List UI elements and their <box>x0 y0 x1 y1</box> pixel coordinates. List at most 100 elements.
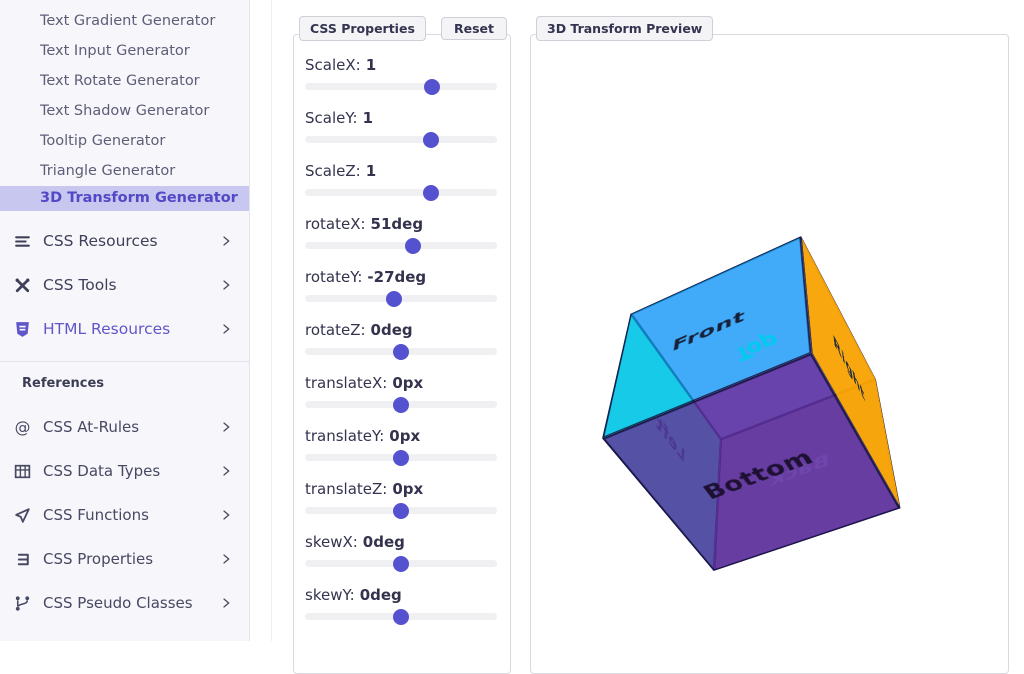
slider-value: 0px <box>389 427 421 445</box>
slider-track[interactable] <box>305 290 497 307</box>
sidebar-item-text-input-generator[interactable]: Text Input Generator <box>40 43 190 59</box>
sidebar-sections: CSS Resources CSS Tools HTML Resources <box>0 219 249 351</box>
sidebar-item-html-resources[interactable]: HTML Resources <box>0 307 249 351</box>
references-heading: References <box>22 376 105 391</box>
slider-value: 51deg <box>370 215 424 233</box>
preview-panel: 3D Transform Preview FrontBackRightLeftT… <box>530 16 1009 674</box>
chevron-right-icon <box>219 464 233 478</box>
slider-group-scalex: ScaleX: 1 <box>305 56 497 95</box>
slider-property-name: translateZ: <box>305 480 388 498</box>
slider-value: 0px <box>392 480 424 498</box>
sidebar-item-css-pseudo-classes[interactable]: CSS Pseudo Classes <box>0 581 249 625</box>
slider-thumb[interactable] <box>422 184 439 201</box>
slider-track[interactable] <box>305 396 497 413</box>
slider-group-rotatez: rotateZ: 0deg <box>305 321 497 360</box>
slider-property-name: ScaleX: <box>305 56 361 74</box>
slider-property-name: ScaleY: <box>305 109 358 127</box>
sidebar: Text Gradient Generator Text Input Genera… <box>0 0 250 641</box>
references-list: @ CSS At-Rules CSS Data Types CSS Functi… <box>0 405 249 625</box>
slider-thumb[interactable] <box>393 608 409 625</box>
sidebar-item-css-at-rules[interactable]: @ CSS At-Rules <box>0 405 249 449</box>
slider-property-name: rotateX: <box>305 215 366 233</box>
chevron-right-icon <box>219 596 233 610</box>
branch-icon <box>13 594 32 613</box>
cube-face-label: Front <box>671 306 746 355</box>
slider-value: 0deg <box>370 321 413 339</box>
slider-track[interactable] <box>305 343 497 360</box>
slider-thumb[interactable] <box>393 449 409 466</box>
slider-track[interactable] <box>305 78 497 95</box>
chevron-right-icon <box>219 508 233 522</box>
chevron-right-icon <box>219 420 233 434</box>
slider-list: ScaleX: 1 ScaleY: 1 ScaleZ: 1 rotateX: 51deg… <box>294 35 510 625</box>
tools-icon <box>13 276 32 295</box>
sidebar-item-3d-transform-generator[interactable]: 3D Transform Generator <box>0 186 249 211</box>
css-properties-panel-title: CSS Properties <box>299 16 426 41</box>
slider-group-rotatey: rotateY: -27deg <box>305 268 497 307</box>
slider-group-translatey: translateY: 0px <box>305 427 497 466</box>
sidebar-item-text-rotate-generator[interactable]: Text Rotate Generator <box>40 73 200 89</box>
slider-property-name: rotateZ: <box>305 321 366 339</box>
chevron-right-icon <box>219 234 233 248</box>
sidebar-item-text-gradient-generator[interactable]: Text Gradient Generator <box>40 13 216 29</box>
slider-property-name: skewY: <box>305 586 355 604</box>
send-icon <box>13 506 32 525</box>
slider-value: -27deg <box>367 268 427 286</box>
at-icon: @ <box>13 418 32 437</box>
sidebar-item-css-data-types[interactable]: CSS Data Types <box>0 449 249 493</box>
cube-scene: FrontBackRightLeftTopBottom <box>602 236 901 572</box>
slider-group-skewx: skewX: 0deg <box>305 533 497 572</box>
slider-track[interactable] <box>305 449 497 466</box>
slider-thumb[interactable] <box>393 396 409 413</box>
sidebar-item-css-properties[interactable]: CSS Properties <box>0 537 249 581</box>
slider-track[interactable] <box>305 502 497 519</box>
slider-property-name: translateY: <box>305 427 385 445</box>
slider-value: 0deg <box>362 533 405 551</box>
slider-group-skewy: skewY: 0deg <box>305 586 497 625</box>
slider-property-name: skewX: <box>305 533 358 551</box>
sidebar-item-css-functions[interactable]: CSS Functions <box>0 493 249 537</box>
sidebar-item-text-shadow-generator[interactable]: Text Shadow Generator <box>40 103 210 119</box>
slider-property-name: ScaleZ: <box>305 162 361 180</box>
slider-group-translatez: translateZ: 0px <box>305 480 497 519</box>
reset-button[interactable]: Reset <box>441 17 507 40</box>
sidebar-item-tooltip-generator[interactable]: Tooltip Generator <box>40 133 166 149</box>
slider-thumb[interactable] <box>405 237 422 254</box>
slider-value: 1 <box>365 56 377 74</box>
sidebar-item-css-resources[interactable]: CSS Resources <box>0 219 249 263</box>
slider-value: 1 <box>365 162 377 180</box>
cube-face-label: Bottom <box>697 444 818 504</box>
list-icon <box>13 232 32 251</box>
chevron-right-icon <box>219 552 233 566</box>
slider-track[interactable] <box>305 131 497 148</box>
slider-thumb[interactable] <box>393 502 409 519</box>
slider-thumb[interactable] <box>393 343 409 360</box>
slider-value: 1 <box>362 109 374 127</box>
slider-track[interactable] <box>305 608 497 625</box>
slider-group-translatex: translateX: 0px <box>305 374 497 413</box>
slider-thumb[interactable] <box>423 78 440 95</box>
slider-property-name: rotateY: <box>305 268 363 286</box>
slider-thumb[interactable] <box>393 555 409 572</box>
content-left-divider <box>271 0 272 641</box>
slider-thumb[interactable] <box>386 290 403 307</box>
slider-track[interactable] <box>305 184 497 201</box>
cube-face-label: Right <box>832 329 867 406</box>
chevron-right-icon <box>219 278 233 292</box>
html5-icon <box>13 320 32 339</box>
sidebar-divider <box>0 361 249 362</box>
slider-thumb[interactable] <box>422 131 439 148</box>
sidebar-item-css-tools[interactable]: CSS Tools <box>0 263 249 307</box>
css-properties-panel: CSS Properties Reset ScaleX: 1 ScaleY: 1 S… <box>293 16 511 674</box>
slider-group-scalez: ScaleZ: 1 <box>305 162 497 201</box>
table-icon <box>13 462 32 481</box>
preview-panel-title: 3D Transform Preview <box>536 16 714 41</box>
slider-property-name: translateX: <box>305 374 388 392</box>
slider-value: 0deg <box>359 586 402 604</box>
brackets-icon <box>13 550 32 569</box>
slider-track[interactable] <box>305 555 497 572</box>
svg-text:@: @ <box>15 418 31 436</box>
slider-track[interactable] <box>305 237 497 254</box>
slider-group-scaley: ScaleY: 1 <box>305 109 497 148</box>
sidebar-item-triangle-generator[interactable]: Triangle Generator <box>40 163 176 179</box>
